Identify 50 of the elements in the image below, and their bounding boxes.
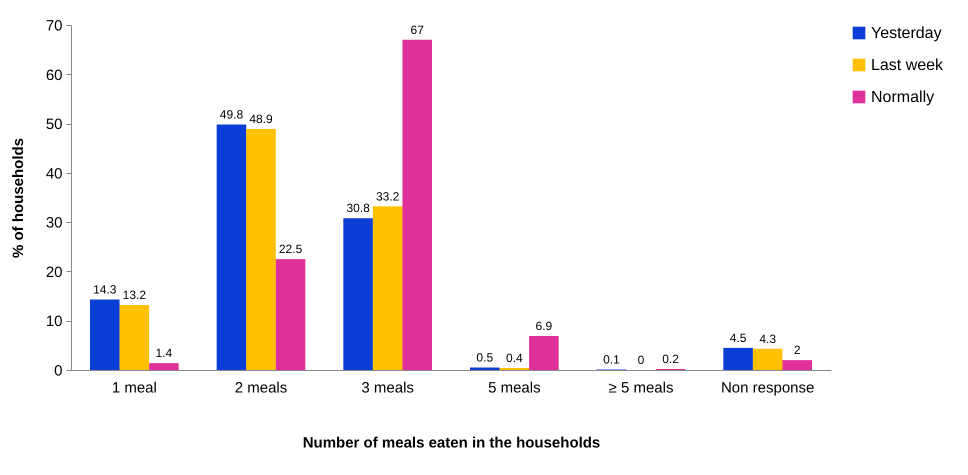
y-axis-title: % of households <box>10 138 27 258</box>
data-label: 30.8 <box>346 201 370 216</box>
data-label: 0.1 <box>603 352 620 367</box>
legend-label: Last week <box>871 57 944 74</box>
data-label: 14.3 <box>93 282 117 297</box>
data-label: 6.9 <box>536 318 553 333</box>
data-label: 0 <box>638 353 645 367</box>
data-label: 48.9 <box>249 112 273 126</box>
x-tick-label: 5 meals <box>488 380 541 396</box>
x-tick-label: ≥ 5 meals <box>608 380 674 396</box>
bar <box>343 218 373 370</box>
bar <box>276 259 306 370</box>
bar <box>246 128 276 370</box>
y-tick-label: 70 <box>46 18 62 34</box>
x-tick-label: 1 meal <box>112 380 157 396</box>
data-label: 0.2 <box>662 352 680 366</box>
y-tick-label: 40 <box>46 165 62 182</box>
bar <box>216 124 246 370</box>
bar <box>782 360 812 370</box>
x-axis-title: Number of meals eaten in the households <box>302 434 600 452</box>
data-label: 4.3 <box>759 332 776 346</box>
data-label: 2 <box>794 343 801 358</box>
data-label: 0.5 <box>476 350 494 365</box>
y-tick-label: 60 <box>46 66 62 84</box>
data-label: 0.4 <box>506 351 523 366</box>
legend-label: Yesterday <box>871 25 942 42</box>
y-tick-label: 30 <box>46 214 62 232</box>
data-label: 1.4 <box>156 346 173 360</box>
x-tick-label: 2 meals <box>234 380 288 396</box>
data-label: 49.8 <box>220 108 244 122</box>
y-tick-label: 50 <box>46 116 62 134</box>
y-tick-label: 10 <box>46 313 62 330</box>
x-tick-label: 3 meals <box>361 380 414 396</box>
data-label: 22.5 <box>278 242 303 256</box>
data-label: 67 <box>410 22 424 37</box>
bar <box>723 348 753 370</box>
bar <box>149 363 179 370</box>
data-label: 13.2 <box>122 288 146 302</box>
y-tick-label: 20 <box>46 264 62 281</box>
data-label: 33.2 <box>376 189 400 204</box>
bar <box>120 304 150 370</box>
bar <box>529 336 559 370</box>
data-label: 4.5 <box>730 330 747 345</box>
bar <box>90 300 120 370</box>
bar <box>402 40 432 370</box>
bar <box>752 348 782 370</box>
y-tick-label: 0 <box>54 362 62 380</box>
x-tick-label: Non response <box>720 380 814 396</box>
bar <box>372 206 402 370</box>
legend-label: Normally <box>871 89 934 106</box>
